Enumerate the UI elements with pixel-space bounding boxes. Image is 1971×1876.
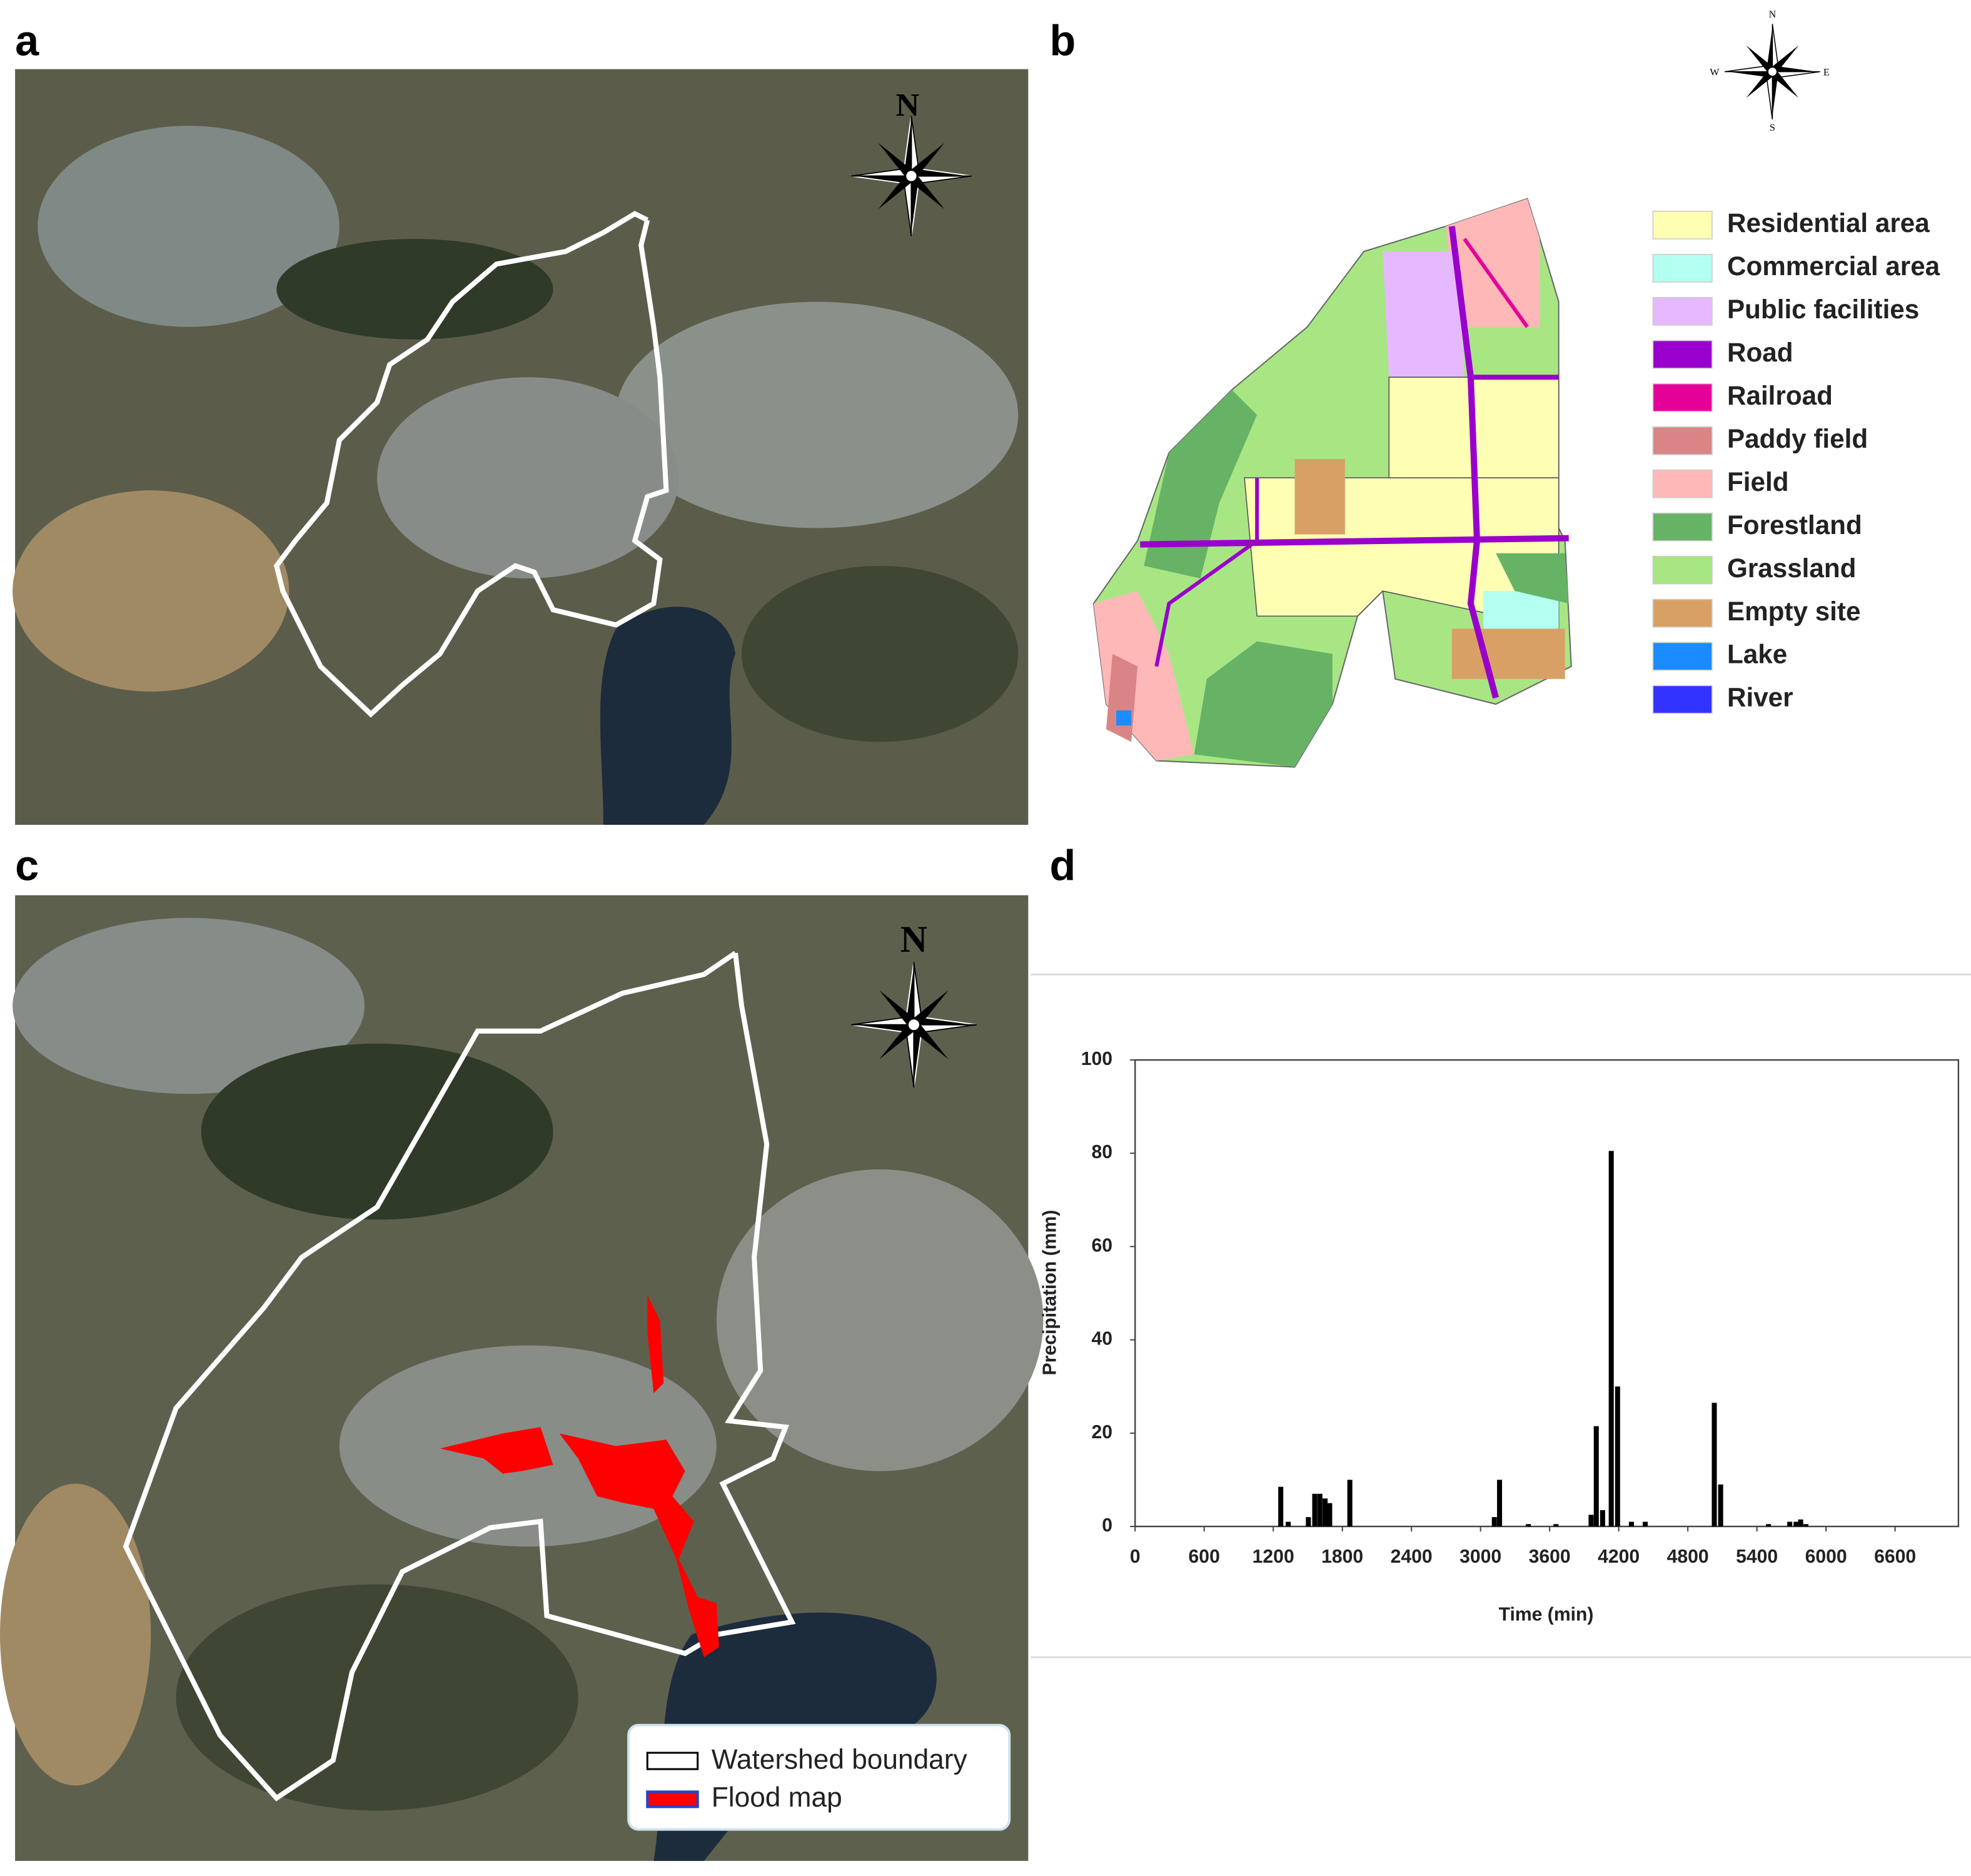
panel-label: a [15, 17, 39, 64]
legend-label: Residential area [1727, 208, 1930, 238]
bar [1553, 1524, 1559, 1527]
legend-swatch [1652, 469, 1713, 498]
compass-north: N [900, 919, 928, 961]
y-axis-label: Precipitation (mm) [1040, 1210, 1061, 1376]
land-use-legend: Residential area Commercial area Public fa… [1652, 208, 1940, 714]
x-tick-label: 4800 [1667, 1546, 1709, 1567]
bar [1615, 1386, 1620, 1527]
bar [1286, 1521, 1291, 1527]
x-tick-label: 3600 [1529, 1546, 1571, 1567]
bar [1312, 1493, 1318, 1527]
bar [1347, 1480, 1353, 1527]
legend-swatch [1652, 296, 1713, 326]
y-tick-label: 60 [1092, 1235, 1113, 1256]
bar [1526, 1524, 1531, 1527]
compass: N E S W [1710, 9, 1830, 133]
x-tick-label: 0 [1130, 1546, 1141, 1567]
x-tick-label: 5400 [1736, 1546, 1778, 1567]
bar [1588, 1515, 1594, 1527]
legend-swatch [1652, 598, 1713, 628]
land-use-map [1092, 198, 1572, 768]
y-tick-label: 0 [1102, 1515, 1112, 1536]
x-tick-label: 6600 [1874, 1546, 1916, 1567]
x-tick-label: 1200 [1253, 1546, 1294, 1567]
bar [1327, 1503, 1333, 1527]
flood-legend: Watershed boundary Flood map [627, 1723, 1011, 1831]
compass-east: E [1823, 68, 1830, 78]
legend-label: Road [1727, 338, 1793, 367]
compass: N [851, 87, 972, 236]
compass-north: N [1769, 9, 1777, 20]
compass-north: N [895, 87, 919, 123]
x-axis-label: Time (min) [1499, 1605, 1594, 1625]
bar [1803, 1524, 1808, 1527]
x-tick-label: 1800 [1321, 1546, 1363, 1567]
satellite-map-a [13, 69, 1029, 825]
legend-label: Flood map [712, 1782, 842, 1813]
x-tick-label: 3000 [1459, 1546, 1501, 1567]
satellite-map-c [0, 895, 1044, 1861]
legend-label: Railroad [1727, 381, 1833, 410]
bar [1491, 1517, 1497, 1527]
plot-frame [1134, 1059, 1960, 1528]
x-tick-label: 6000 [1805, 1546, 1847, 1567]
compass-west: W [1710, 68, 1720, 78]
bar [1718, 1484, 1723, 1527]
bar [1711, 1403, 1717, 1527]
bar [1278, 1486, 1284, 1527]
legend-swatch [1652, 210, 1713, 240]
legend-swatch [1652, 555, 1713, 585]
x-tick-label: 4200 [1598, 1546, 1640, 1567]
legend-swatch [1652, 340, 1713, 369]
legend-swatch [1652, 253, 1713, 283]
y-tick-label: 100 [1081, 1049, 1112, 1069]
bar [1628, 1521, 1634, 1527]
panel-label: c [15, 842, 39, 889]
compass-south: S [1770, 123, 1775, 133]
bar [1600, 1510, 1605, 1527]
bar [1787, 1521, 1793, 1527]
bar [1323, 1498, 1328, 1527]
legend-swatch [1652, 642, 1713, 671]
y-tick-label: 80 [1092, 1142, 1113, 1162]
bar [1593, 1426, 1599, 1527]
legend-label: Grassland [1727, 553, 1856, 583]
compass: N [851, 919, 977, 1087]
x-tick-label: 2400 [1391, 1546, 1433, 1567]
bar [1798, 1519, 1803, 1527]
legend-swatch [1652, 383, 1713, 412]
legend-label: Commercial area [1727, 251, 1940, 281]
x-tick-label: 600 [1189, 1546, 1220, 1567]
legend-swatch [1652, 512, 1713, 542]
legend-label: River [1727, 683, 1793, 712]
legend-swatch [1652, 426, 1713, 455]
bar [1317, 1493, 1323, 1527]
bar [1766, 1524, 1772, 1527]
legend-label: Lake [1727, 640, 1787, 669]
bar [1608, 1151, 1614, 1527]
bar [1642, 1521, 1648, 1527]
legend-label: Forestland [1727, 510, 1862, 540]
panel-label: b [1050, 17, 1076, 64]
precipitation-chart: Precipitation (mm) Time (min) 0 20 40 60 80 1… [1040, 1049, 1960, 1625]
legend-label: Field [1727, 467, 1788, 497]
legend-swatch [1652, 685, 1713, 714]
bar [1306, 1517, 1311, 1527]
y-tick-label: 40 [1092, 1329, 1113, 1349]
legend-label: Public facilities [1727, 295, 1919, 324]
bar [1793, 1521, 1799, 1527]
bar [1497, 1480, 1503, 1527]
legend-label: Empty site [1727, 597, 1860, 626]
y-tick-label: 20 [1092, 1422, 1113, 1443]
panel-label: d [1050, 842, 1076, 889]
legend-label: Watershed boundary [712, 1745, 968, 1775]
legend-label: Paddy field [1727, 424, 1868, 453]
